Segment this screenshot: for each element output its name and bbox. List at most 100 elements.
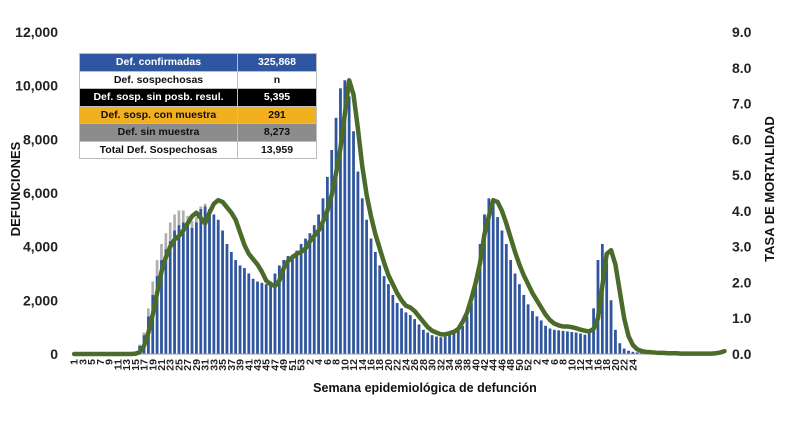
bar-confirmed (635, 352, 639, 354)
x-tick-label: 30 (427, 359, 439, 371)
bar-confirmed (395, 303, 399, 354)
x-tick-label: 21 (156, 359, 168, 371)
x-tick-label: 15 (130, 359, 142, 371)
bar-confirmed (360, 198, 364, 354)
x-tick-label: 43 (252, 359, 264, 371)
bar-confirmed (155, 276, 159, 354)
bar-confirmed (474, 278, 478, 354)
bar-confirmed (304, 238, 307, 354)
bar-confirmed (583, 334, 587, 354)
bar-confirmed (587, 329, 591, 354)
summary-table: Def. confirmadas 325,868 Def. sospechosa… (79, 53, 317, 159)
x-tick-label: 11 (112, 359, 124, 370)
bar-confirmed (448, 335, 451, 354)
bar-confirmed (243, 268, 246, 354)
bar-confirmed (535, 316, 539, 354)
x-tick-label: 8 (558, 359, 570, 365)
bar-confirmed (627, 350, 630, 354)
x-tick-label: 24 (627, 359, 639, 371)
y-tick-label: 8,000 (23, 131, 58, 147)
bar-confirmed (212, 214, 216, 354)
x-tick-label: 50 (514, 359, 526, 371)
bar-confirmed (430, 335, 434, 354)
y2-axis-ticks: 0.0 1.0 2.0 3.0 4.0 5.0 6.0 7.0 8.0 9.0 (732, 24, 752, 362)
bar-confirmed (557, 330, 561, 354)
bar-confirmed (531, 311, 534, 354)
bar-confirmed (614, 329, 617, 354)
bar-confirmed (408, 315, 412, 354)
bar-confirmed (356, 171, 360, 354)
row-label: Def. confirmadas (79, 53, 238, 72)
bar-confirmed (256, 281, 259, 354)
bar-confirmed (456, 329, 460, 354)
bar-confirmed (195, 222, 198, 354)
y2-tick-label: 7.0 (732, 96, 752, 112)
x-tick-label: 7 (95, 359, 107, 365)
bar-confirmed (422, 329, 425, 354)
x-tick-label: 12 (575, 359, 587, 371)
bar-confirmed (229, 252, 233, 354)
x-tick-label: 25 (173, 359, 185, 371)
bar-confirmed (365, 219, 368, 354)
y2-tick-label: 5.0 (732, 167, 752, 183)
bar-confirmed (308, 233, 312, 354)
x-axis-ticks: 1357911131517192123252729313335373941434… (69, 359, 640, 371)
x-tick-label: 10 (339, 359, 351, 371)
x-tick-label: 34 (444, 359, 456, 371)
x-tick-label: 31 (200, 359, 212, 371)
bar-confirmed (443, 336, 447, 354)
bar-confirmed (452, 332, 456, 354)
bar-confirmed (483, 214, 486, 354)
x-tick-label: 20 (383, 359, 395, 371)
y2-tick-label: 6.0 (732, 131, 752, 147)
x-tick-label: 37 (226, 359, 238, 371)
bar-confirmed (177, 225, 181, 354)
y2-tick-label: 3.0 (732, 239, 752, 255)
bar-confirmed (461, 325, 465, 354)
x-tick-label: 44 (488, 359, 500, 371)
x-tick-label: 29 (191, 359, 203, 371)
bar-confirmed (526, 304, 530, 354)
row-value: 5,395 (237, 88, 317, 107)
x-tick-label: 10 (566, 359, 578, 371)
bar-confirmed (487, 198, 491, 354)
bar-confirmed (160, 260, 163, 354)
x-tick-label: 20 (610, 359, 622, 371)
row-label: Def. sosp. sin posb. resul. (79, 88, 238, 107)
bar-confirmed (164, 249, 168, 354)
bar-confirmed (221, 230, 224, 354)
bar-confirmed (548, 328, 552, 354)
x-tick-label: 39 (235, 359, 247, 371)
bar-confirmed (151, 294, 155, 354)
table-row: Def. sospechosas n (79, 70, 317, 89)
bar-confirmed (570, 331, 574, 354)
bar-confirmed (496, 217, 499, 354)
bar-confirmed (404, 312, 408, 354)
x-tick-label: 22 (392, 359, 404, 371)
bar-confirmed (325, 176, 329, 354)
bar-confirmed (435, 336, 438, 354)
x-tick-label: 2 (304, 359, 316, 365)
x-tick-label: 24 (400, 359, 412, 371)
bar-confirmed (234, 260, 238, 354)
table-row: Def. sosp. sin posb. resul. 5,395 (79, 88, 317, 107)
bar-confirmed (509, 260, 513, 354)
bar-confirmed (574, 332, 578, 354)
bar-confirmed (186, 225, 190, 354)
bar-confirmed (618, 343, 622, 354)
bar-confirmed (605, 262, 609, 354)
bar-confirmed (330, 150, 334, 354)
x-tick-label: 23 (165, 359, 177, 371)
bar-confirmed (374, 252, 377, 354)
bar-confirmed (190, 227, 194, 354)
x-tick-label: 18 (601, 359, 613, 371)
x-tick-label: 4 (540, 359, 552, 365)
bar-confirmed (391, 294, 395, 354)
table-row: Def. confirmadas 325,868 (79, 53, 317, 72)
bar-confirmed (400, 308, 403, 354)
x-tick-label: 27 (182, 359, 194, 371)
bar-confirmed (518, 284, 521, 354)
y-tick-label: 4,000 (23, 239, 58, 255)
row-value: 8,273 (237, 123, 317, 142)
